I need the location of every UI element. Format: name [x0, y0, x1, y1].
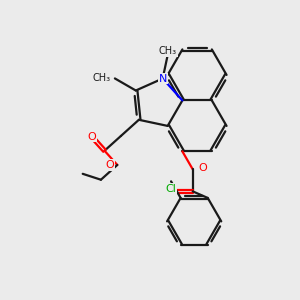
Text: O: O	[199, 163, 207, 173]
Text: Cl: Cl	[166, 184, 176, 194]
Text: CH₃: CH₃	[92, 74, 110, 83]
Text: O: O	[105, 160, 114, 170]
Text: O: O	[164, 184, 173, 194]
Text: N: N	[158, 74, 167, 83]
Text: O: O	[87, 131, 96, 142]
Text: CH₃: CH₃	[159, 46, 177, 56]
